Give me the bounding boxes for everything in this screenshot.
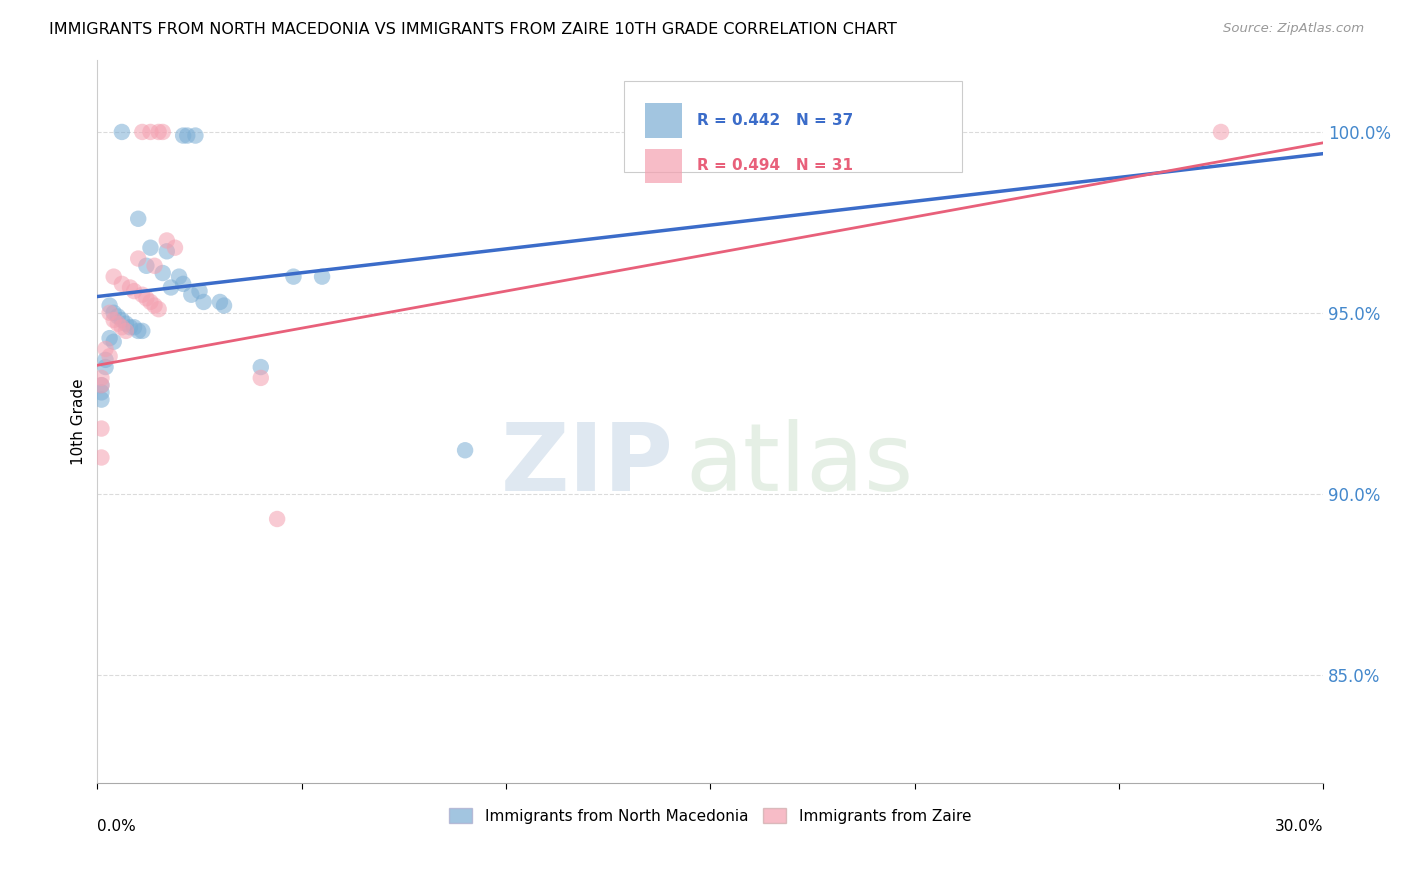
Point xyxy=(127,324,149,338)
Point xyxy=(131,125,153,139)
Point xyxy=(103,334,125,349)
Point xyxy=(283,269,305,284)
Point xyxy=(193,295,215,310)
FancyBboxPatch shape xyxy=(645,149,682,184)
Legend: Immigrants from North Macedonia, Immigrants from Zaire: Immigrants from North Macedonia, Immigra… xyxy=(443,802,977,830)
Point xyxy=(122,284,145,298)
Point xyxy=(167,269,190,284)
Point xyxy=(454,443,477,458)
Point xyxy=(172,128,194,143)
Point xyxy=(90,421,112,435)
Point xyxy=(98,331,121,345)
Point xyxy=(311,269,333,284)
Point xyxy=(249,360,271,375)
Point xyxy=(184,128,207,143)
Point xyxy=(115,317,138,331)
Point xyxy=(156,234,179,248)
Point xyxy=(90,371,112,385)
Point xyxy=(90,450,112,465)
Point xyxy=(111,313,134,327)
Point xyxy=(98,349,121,363)
Point xyxy=(152,266,174,280)
Text: ZIP: ZIP xyxy=(501,418,673,511)
Point xyxy=(1209,125,1232,139)
Point xyxy=(94,342,117,356)
Point xyxy=(122,320,145,334)
Point xyxy=(139,295,162,310)
Point xyxy=(98,306,121,320)
Text: IMMIGRANTS FROM NORTH MACEDONIA VS IMMIGRANTS FROM ZAIRE 10TH GRADE CORRELATION : IMMIGRANTS FROM NORTH MACEDONIA VS IMMIG… xyxy=(49,22,897,37)
Point xyxy=(111,320,134,334)
Point xyxy=(266,512,288,526)
Point xyxy=(139,241,162,255)
Point xyxy=(172,277,194,291)
Point xyxy=(160,280,183,294)
Point xyxy=(212,299,235,313)
Point xyxy=(107,317,129,331)
Point xyxy=(94,360,117,375)
FancyBboxPatch shape xyxy=(645,103,682,137)
Point xyxy=(135,259,157,273)
Text: atlas: atlas xyxy=(686,418,914,511)
Point xyxy=(148,302,170,317)
Point xyxy=(115,324,138,338)
Point xyxy=(148,125,170,139)
Point xyxy=(90,378,112,392)
Point xyxy=(103,269,125,284)
Point xyxy=(127,252,149,266)
Text: 30.0%: 30.0% xyxy=(1275,819,1323,834)
Point xyxy=(163,241,186,255)
Point xyxy=(156,244,179,259)
Point xyxy=(103,306,125,320)
Point xyxy=(180,287,202,301)
Point xyxy=(107,310,129,324)
Point xyxy=(111,125,134,139)
Point xyxy=(131,287,153,301)
Point xyxy=(127,211,149,226)
Point xyxy=(143,299,166,313)
Point xyxy=(135,291,157,305)
Text: R = 0.494   N = 31: R = 0.494 N = 31 xyxy=(697,159,853,173)
Text: 0.0%: 0.0% xyxy=(97,819,136,834)
FancyBboxPatch shape xyxy=(624,81,962,172)
Point xyxy=(90,392,112,407)
Point xyxy=(143,259,166,273)
Point xyxy=(98,299,121,313)
Point xyxy=(152,125,174,139)
Point xyxy=(249,371,271,385)
Point xyxy=(139,125,162,139)
Point xyxy=(131,324,153,338)
Point xyxy=(90,385,112,400)
Text: Source: ZipAtlas.com: Source: ZipAtlas.com xyxy=(1223,22,1364,36)
Point xyxy=(208,295,231,310)
Point xyxy=(118,280,141,294)
Point xyxy=(103,313,125,327)
Point xyxy=(94,352,117,367)
Point xyxy=(118,320,141,334)
Text: R = 0.442   N = 37: R = 0.442 N = 37 xyxy=(697,113,853,128)
Point xyxy=(90,378,112,392)
Point xyxy=(111,277,134,291)
Point xyxy=(188,284,211,298)
Point xyxy=(176,128,198,143)
Y-axis label: 10th Grade: 10th Grade xyxy=(72,378,86,465)
